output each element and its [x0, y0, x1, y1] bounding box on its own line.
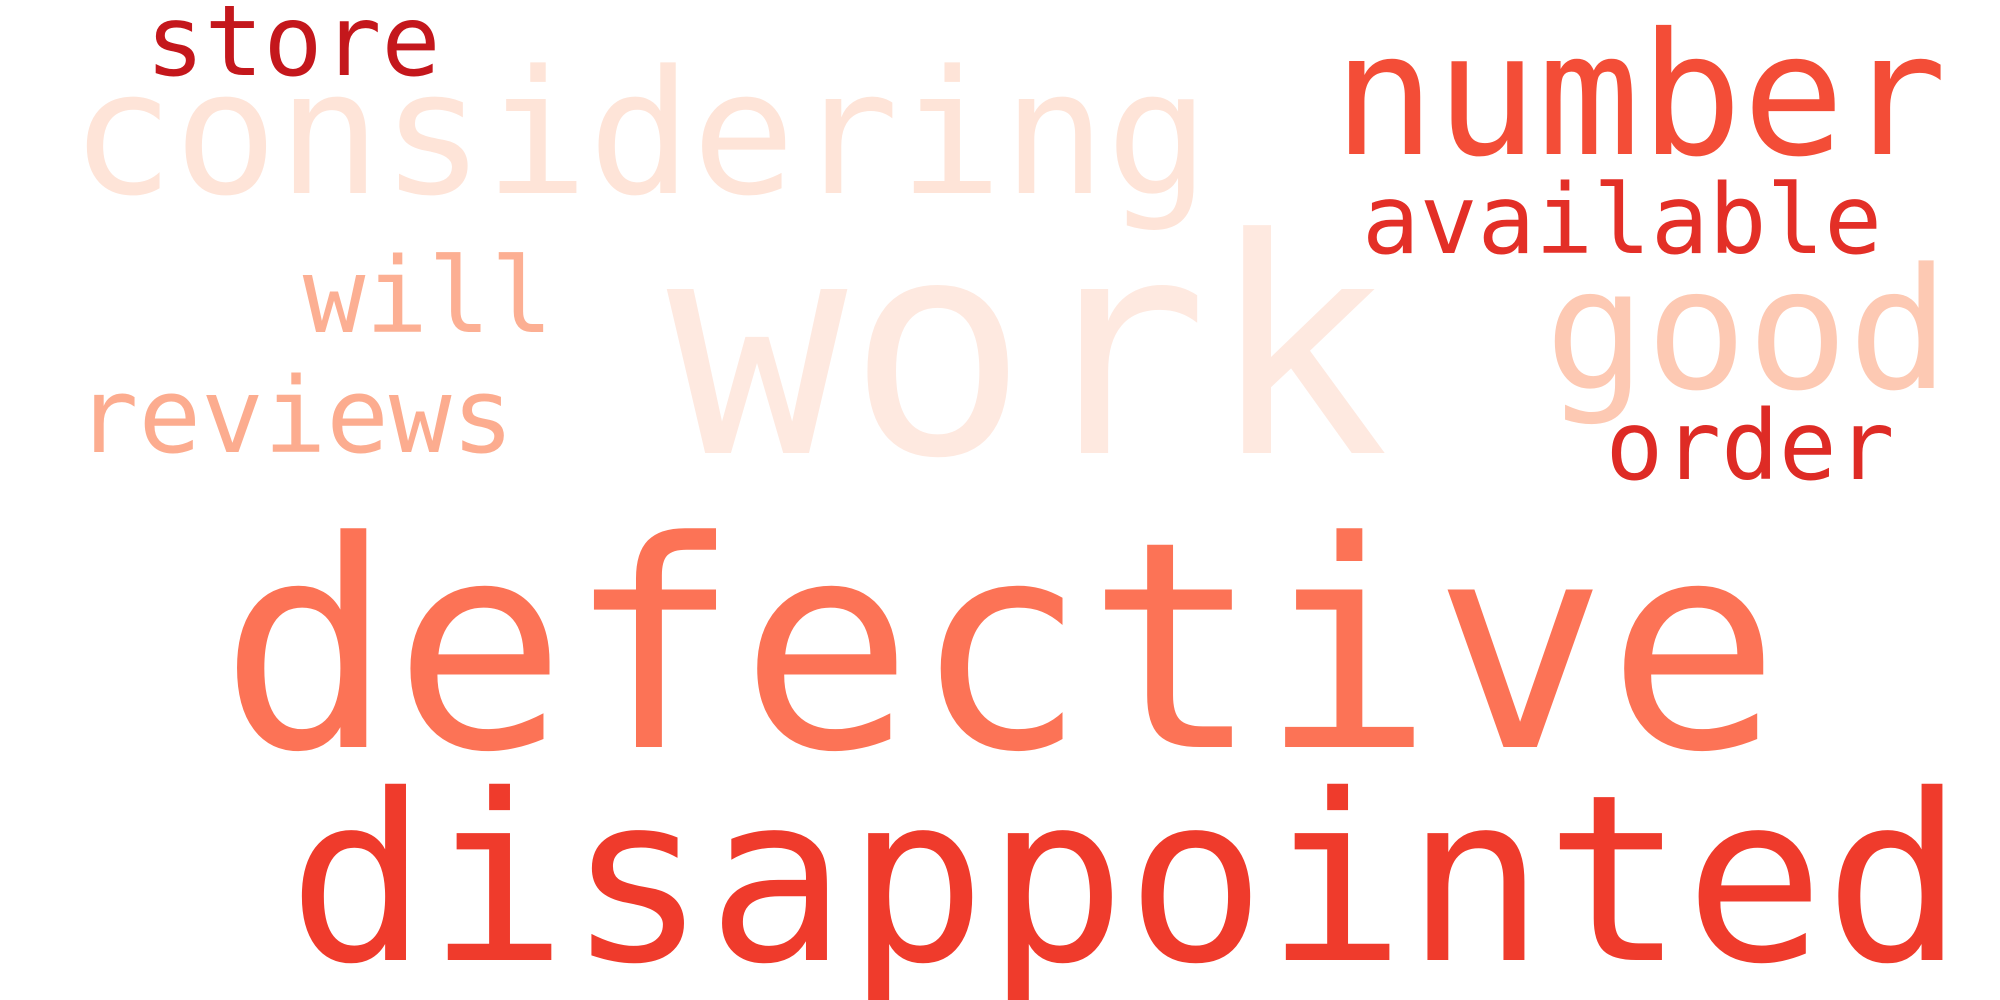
- word-defective: defective: [219, 480, 1781, 815]
- word-available: available: [1361, 164, 1883, 276]
- word-considering: considering: [70, 33, 1210, 234]
- word-disappointed: disappointed: [287, 745, 1965, 1000]
- word-reviews: reviews: [75, 355, 515, 477]
- word-order: order: [1605, 390, 1895, 502]
- word-good: good: [1544, 232, 1950, 428]
- word-will: will: [302, 235, 554, 357]
- word-store: store: [145, 0, 441, 99]
- word-number: number: [1332, 0, 1948, 195]
- word-work: work: [666, 175, 1390, 524]
